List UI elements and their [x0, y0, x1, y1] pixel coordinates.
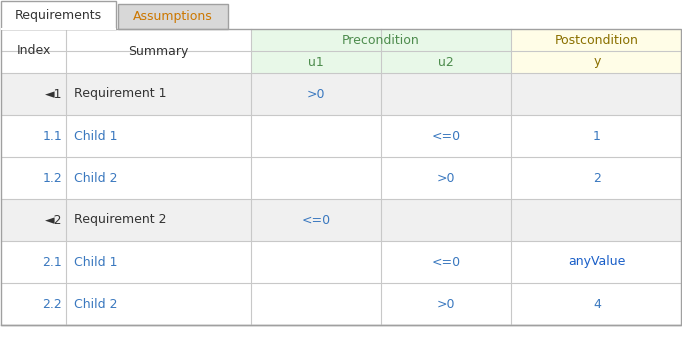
Text: ◄1: ◄1: [44, 88, 62, 100]
Text: y: y: [593, 55, 601, 69]
Text: 2.2: 2.2: [42, 298, 62, 310]
Text: <=0: <=0: [432, 255, 460, 268]
Text: Assumptions: Assumptions: [133, 10, 213, 23]
Text: u2: u2: [438, 55, 454, 69]
Bar: [118, 4, 228, 29]
Text: u1: u1: [308, 55, 324, 69]
Text: <=0: <=0: [432, 129, 460, 143]
Bar: [1, 29, 681, 325]
Text: Index: Index: [16, 45, 50, 57]
Bar: [1, 115, 681, 157]
Text: >0: >0: [307, 88, 325, 100]
Text: Postcondition: Postcondition: [555, 34, 639, 46]
Text: Child 2: Child 2: [74, 172, 117, 184]
Text: Precondition: Precondition: [342, 34, 420, 46]
Text: 4: 4: [593, 298, 601, 310]
Text: Requirement 2: Requirement 2: [74, 213, 166, 227]
Bar: [1, 1, 116, 29]
Text: Requirement 1: Requirement 1: [74, 88, 166, 100]
Text: >0: >0: [436, 298, 456, 310]
Bar: [1, 157, 681, 199]
Text: 1.1: 1.1: [42, 129, 62, 143]
Bar: [1, 199, 681, 241]
Bar: [511, 29, 682, 73]
Text: Child 1: Child 1: [74, 255, 117, 268]
Text: 1.2: 1.2: [42, 172, 62, 184]
Text: Child 1: Child 1: [74, 129, 117, 143]
Text: 2.1: 2.1: [42, 255, 62, 268]
Text: >0: >0: [436, 172, 456, 184]
Bar: [1, 283, 681, 325]
Bar: [1, 29, 681, 325]
Text: anyValue: anyValue: [568, 255, 625, 268]
Bar: [1, 241, 681, 283]
Bar: [1, 73, 681, 115]
Text: Child 2: Child 2: [74, 298, 117, 310]
Text: <=0: <=0: [301, 213, 331, 227]
Text: 1: 1: [593, 129, 601, 143]
Text: ◄2: ◄2: [44, 213, 62, 227]
Text: Summary: Summary: [128, 45, 189, 57]
Text: Requirements: Requirements: [15, 9, 102, 21]
Bar: [251, 29, 511, 73]
Text: 2: 2: [593, 172, 601, 184]
